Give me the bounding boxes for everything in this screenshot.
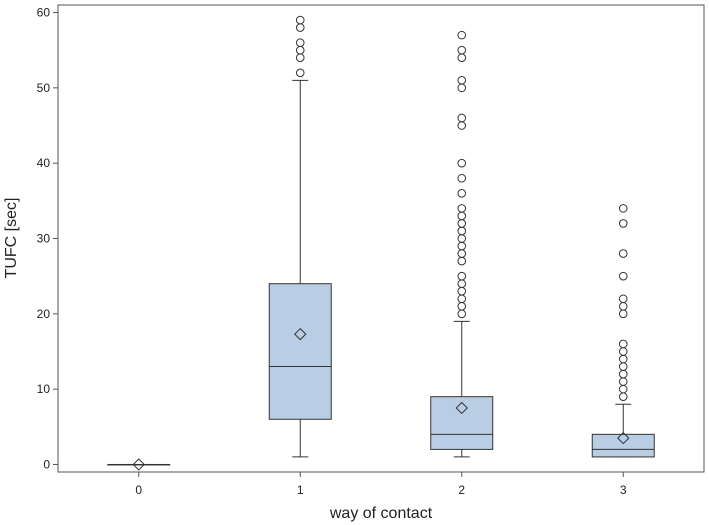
outlier-point	[457, 76, 467, 85]
outlier-point	[457, 286, 467, 296]
outlier-point	[457, 309, 467, 319]
x-tick-label: 3	[620, 483, 627, 497]
mean-marker	[617, 431, 630, 445]
box-group	[107, 458, 171, 471]
outlier-point	[618, 271, 628, 281]
box-group	[591, 204, 655, 458]
iqr-box	[591, 433, 655, 458]
y-axis-title: TUFC [sec]	[3, 198, 20, 279]
outlier-point	[457, 173, 467, 183]
outlier-point	[618, 354, 628, 364]
plot-frame	[57, 4, 705, 473]
x-axis-title: way of contact	[329, 505, 433, 522]
outlier-point	[618, 362, 628, 371]
iqr-box	[430, 396, 494, 450]
outlier-point	[457, 211, 467, 221]
outlier-point	[618, 309, 628, 319]
outlier-point	[457, 30, 467, 40]
box-groups	[107, 15, 655, 471]
box-group	[268, 15, 332, 458]
outlier-point	[457, 256, 467, 266]
outlier-point	[295, 15, 305, 25]
outlier-point	[295, 23, 305, 32]
y-tick-label: 20	[37, 307, 51, 321]
outlier-point	[457, 158, 467, 168]
outlier-point	[295, 45, 305, 55]
outlier-point	[295, 68, 305, 78]
outlier-point	[457, 294, 467, 304]
outlier-point	[618, 249, 628, 258]
outlier-point	[457, 45, 467, 55]
y-tick-label: 60	[37, 6, 51, 20]
mean-marker	[132, 458, 145, 471]
y-tick-label: 30	[37, 232, 51, 246]
y-axis: 0 10 20 30 40 50 60	[37, 6, 58, 471]
outlier-point	[457, 301, 467, 311]
outlier-point	[618, 369, 628, 379]
outlier-point	[618, 392, 628, 401]
outlier-point	[457, 121, 467, 130]
outlier-point	[457, 279, 467, 288]
outlier-point	[457, 83, 467, 93]
outlier-point	[295, 53, 305, 63]
outlier-point	[457, 241, 467, 251]
outlier-point	[457, 219, 467, 228]
mean-marker	[455, 401, 468, 415]
outlier-point	[618, 204, 628, 213]
outlier-point	[457, 189, 467, 198]
y-tick-label: 0	[43, 457, 50, 471]
outlier-point	[457, 113, 467, 123]
outlier-point	[457, 249, 467, 258]
box-group	[430, 30, 494, 458]
outlier-point	[618, 339, 628, 349]
x-axis: 0 1 2 3	[135, 472, 627, 497]
y-tick-label: 10	[37, 382, 51, 396]
outlier-point	[618, 347, 628, 356]
x-tick-label: 1	[297, 483, 304, 497]
outlier-point	[618, 219, 628, 228]
x-tick-label: 0	[135, 483, 142, 497]
outlier-point	[457, 204, 467, 213]
outlier-point	[618, 384, 628, 394]
outlier-point	[618, 377, 628, 386]
x-tick-label: 2	[458, 483, 465, 497]
iqr-box	[268, 283, 332, 420]
outlier-point	[295, 38, 305, 47]
y-tick-label: 50	[37, 81, 51, 95]
outlier-point	[457, 226, 467, 236]
outlier-point	[457, 271, 467, 281]
outlier-point	[618, 294, 628, 304]
outlier-point	[457, 53, 467, 63]
outlier-point	[457, 234, 467, 243]
mean-marker	[294, 327, 307, 341]
y-tick-label: 40	[37, 156, 51, 170]
outlier-point	[618, 301, 628, 311]
